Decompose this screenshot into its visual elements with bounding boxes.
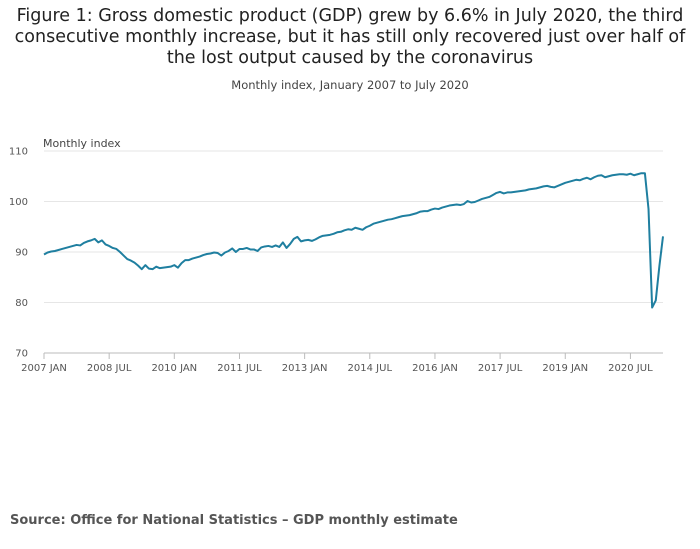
- y-tick-label: 80: [15, 298, 28, 309]
- gdp-series-line: [43, 172, 664, 309]
- source-note: Source: Office for National Statistics –…: [10, 513, 458, 528]
- x-tick-label: 2014 JUL: [348, 363, 393, 374]
- x-tick-label: 2010 JAN: [151, 363, 197, 374]
- gridlines: [44, 150, 663, 354]
- x-tick-label: 2007 JAN: [21, 363, 67, 374]
- x-tick-label: 2017 JUL: [478, 363, 523, 374]
- y-axis-label: Monthly index: [43, 137, 121, 150]
- y-tick-label: 100: [9, 197, 28, 208]
- chart-title: Figure 1: Gross domestic product (GDP) g…: [14, 6, 686, 68]
- x-tick-label: 2013 JAN: [282, 363, 328, 374]
- y-tick-label: 110: [9, 147, 28, 158]
- chart-subtitle: Monthly index, January 2007 to July 2020: [231, 78, 469, 92]
- x-tick-label: 2020 JUL: [608, 363, 653, 374]
- x-axis: 2007 JAN 2008 JUL 2010 JAN 2011 JUL 2013 JAN…: [21, 353, 653, 374]
- y-tick-label: 90: [15, 248, 28, 259]
- y-axis-ticks: 70 80 90 100 110: [9, 147, 28, 360]
- x-tick-label: 2011 JUL: [217, 363, 262, 374]
- x-tick-label: 2016 JAN: [412, 363, 458, 374]
- x-tick-label: 2008 JUL: [87, 363, 132, 374]
- y-tick-label: 70: [15, 349, 28, 360]
- x-tick-label: 2019 JAN: [542, 363, 588, 374]
